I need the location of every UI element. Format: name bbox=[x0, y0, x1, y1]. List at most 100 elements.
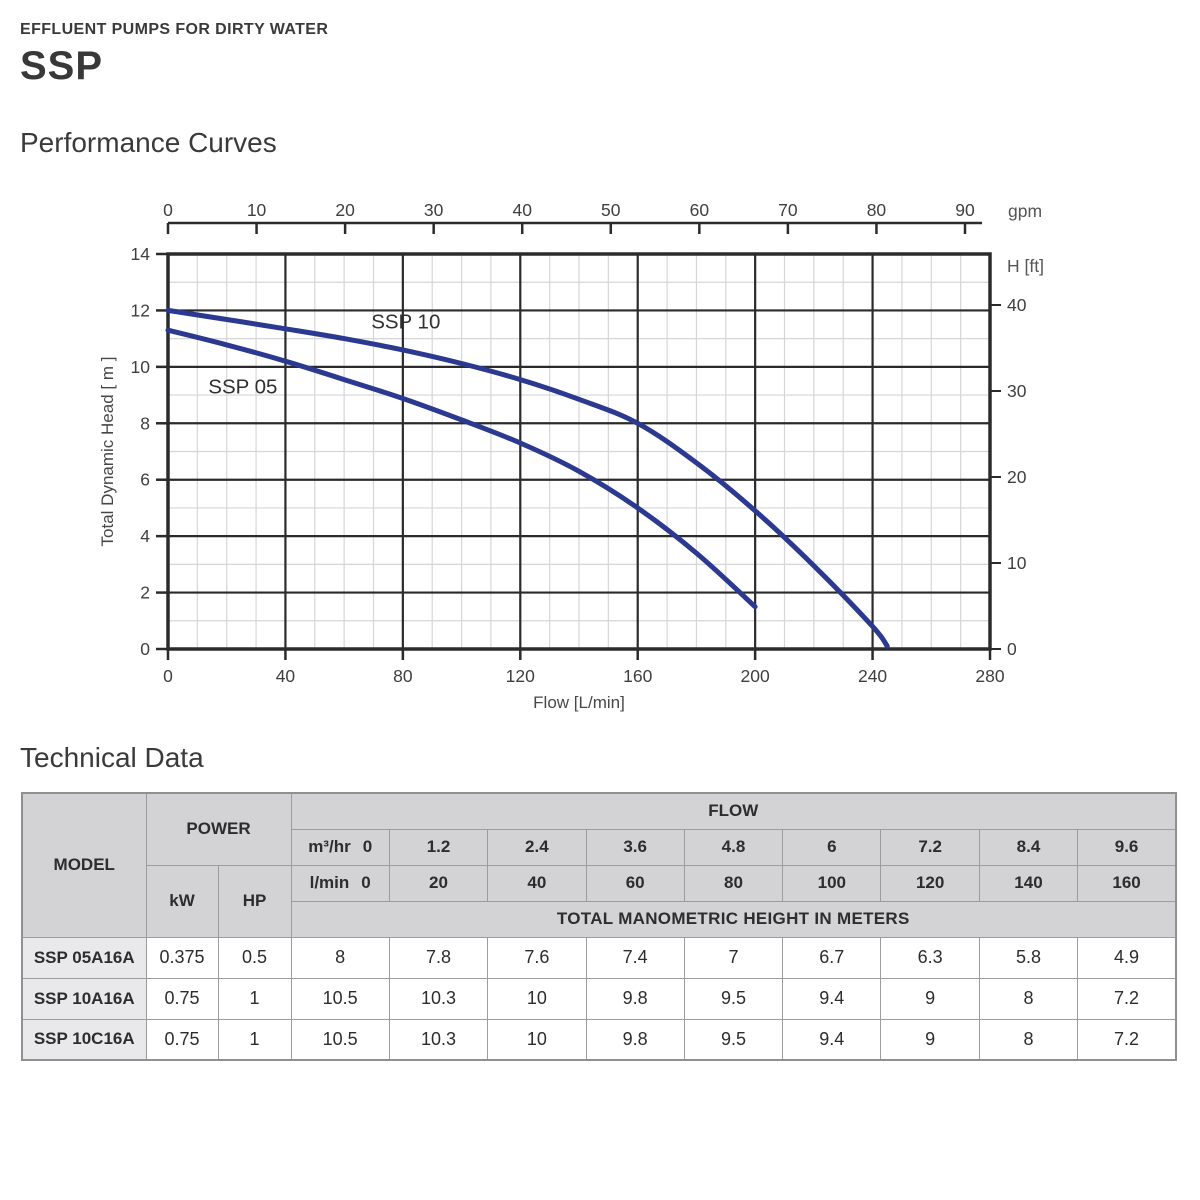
gpm-axis-tick-label: 80 bbox=[867, 200, 887, 220]
hp-value-cell: 1 bbox=[217, 977, 292, 1020]
y-axis-tick-label: 8 bbox=[140, 413, 150, 433]
x-axis-tick-label: 0 bbox=[163, 666, 173, 686]
flow-column-header: FLOW bbox=[290, 792, 1177, 830]
head-value-cell: 10 bbox=[487, 1018, 587, 1061]
head-value-cell: 9.4 bbox=[782, 977, 882, 1020]
curve-ssp-05 bbox=[165, 327, 758, 610]
head-value-cell: 7 bbox=[683, 936, 784, 979]
hp-column-header: HP bbox=[217, 864, 292, 938]
performance-curves-heading: Performance Curves bbox=[20, 127, 277, 158]
head-value-cell: 5.8 bbox=[978, 936, 1079, 979]
y-axis-tick-label: 12 bbox=[131, 300, 150, 320]
ft-axis-title: H [ft] bbox=[1007, 256, 1044, 276]
head-value-cell: 9.5 bbox=[683, 977, 784, 1020]
x-axis-title: Flow [L/min] bbox=[533, 693, 625, 712]
page-eyebrow: EFFLUENT PUMPS FOR DIRTY WATER bbox=[20, 21, 329, 38]
technical-data-table: MODEL POWER FLOW m³/hr 0 1.2 2.4 3.6 4.8 6 7.2 8.4 9… bbox=[21, 792, 1177, 1061]
x-axis-tick-label: 240 bbox=[858, 666, 887, 686]
head-value-cell: 9 bbox=[880, 977, 980, 1020]
gpm-axis-unit-label: gpm bbox=[1008, 201, 1042, 221]
y-axis-tick-label: 4 bbox=[140, 526, 150, 546]
flow-m3hr-value: 0 bbox=[362, 837, 373, 856]
gpm-axis-tick-label: 70 bbox=[778, 200, 798, 220]
curve-label-ssp-10: SSP 10 bbox=[371, 311, 440, 334]
gpm-axis-tick-label: 30 bbox=[424, 200, 444, 220]
page-title: SSP bbox=[20, 44, 104, 88]
power-column-header: POWER bbox=[145, 792, 292, 866]
head-value-cell: 7.4 bbox=[585, 936, 685, 979]
flow-lmin-value: 60 bbox=[585, 864, 685, 902]
head-value-cell: 10.5 bbox=[290, 977, 390, 1020]
ft-axis-tick-label: 20 bbox=[1007, 467, 1027, 487]
flow-lmin-value: 160 bbox=[1077, 864, 1177, 902]
model-cell: SSP 10C16A bbox=[21, 1018, 147, 1061]
x-axis-tick-label: 160 bbox=[623, 666, 652, 686]
gpm-axis-tick-label: 0 bbox=[163, 200, 173, 220]
flow-m3hr-value: 1.2 bbox=[388, 828, 489, 866]
flow-lmin-value: 140 bbox=[978, 864, 1079, 902]
hp-value-cell: 1 bbox=[217, 1018, 292, 1061]
head-value-cell: 6.7 bbox=[782, 936, 882, 979]
x-axis-tick-label: 40 bbox=[276, 666, 296, 686]
flow-lmin-value: 40 bbox=[487, 864, 587, 902]
head-value-cell: 6.3 bbox=[880, 936, 980, 979]
model-cell: SSP 05A16A bbox=[21, 936, 147, 979]
ft-axis-tick-label: 40 bbox=[1007, 295, 1027, 315]
gpm-axis-tick-label: 60 bbox=[690, 200, 710, 220]
x-axis-tick-label: 200 bbox=[741, 666, 770, 686]
flow-m3hr-value: 2.4 bbox=[487, 828, 587, 866]
lmin-unit-label: l/min bbox=[309, 873, 350, 892]
kw-value-cell: 0.75 bbox=[145, 977, 219, 1020]
flow-lmin-value: 0 bbox=[361, 873, 371, 892]
head-value-cell: 7.6 bbox=[487, 936, 587, 979]
flow-lmin-value: 120 bbox=[880, 864, 980, 902]
flow-m3hr-unit-cell: m³/hr 0 bbox=[290, 828, 390, 866]
ft-axis-tick-label: 30 bbox=[1007, 381, 1027, 401]
ft-axis-tick-label: 0 bbox=[1007, 639, 1017, 659]
flow-m3hr-value: 3.6 bbox=[585, 828, 685, 866]
gpm-axis-tick-label: 50 bbox=[601, 200, 621, 220]
head-value-cell: 7.8 bbox=[388, 936, 489, 979]
x-axis-tick-label: 280 bbox=[975, 666, 1004, 686]
ft-axis-tick-label: 10 bbox=[1007, 553, 1027, 573]
head-value-cell: 7.2 bbox=[1077, 977, 1177, 1020]
y-axis-tick-label: 14 bbox=[131, 244, 151, 264]
model-cell: SSP 10A16A bbox=[21, 977, 147, 1020]
head-value-cell: 10.3 bbox=[388, 977, 489, 1020]
flow-lmin-value: 80 bbox=[683, 864, 784, 902]
head-value-cell: 9.8 bbox=[585, 977, 685, 1020]
flow-lmin-unit-cell: l/min 0 bbox=[290, 864, 390, 902]
y-axis-tick-label: 6 bbox=[140, 470, 150, 490]
head-value-cell: 4.9 bbox=[1077, 936, 1177, 979]
y-axis-tick-label: 2 bbox=[140, 583, 150, 603]
curve-ssp-10 bbox=[165, 307, 890, 649]
y-axis-tick-label: 0 bbox=[140, 639, 150, 659]
model-column-header: MODEL bbox=[21, 792, 147, 938]
table-row: SSP 10A16A 0.75 1 10.5 10.3 10 9.8 9.5 9.4 9 8 7.2 bbox=[21, 977, 1177, 1020]
plot-border bbox=[166, 252, 992, 651]
head-value-cell: 8 bbox=[978, 1018, 1079, 1061]
gpm-axis-tick-label: 40 bbox=[512, 200, 532, 220]
gpm-axis-tick-label: 90 bbox=[955, 200, 975, 220]
flow-m3hr-value: 4.8 bbox=[683, 828, 784, 866]
gpm-axis-tick-label: 20 bbox=[335, 200, 355, 220]
head-value-cell: 9.4 bbox=[782, 1018, 882, 1061]
head-value-cell: 9.8 bbox=[585, 1018, 685, 1061]
flow-m3hr-value: 7.2 bbox=[880, 828, 980, 866]
manometric-height-header: TOTAL MANOMETRIC HEIGHT IN METERS bbox=[290, 900, 1177, 938]
flow-m3hr-value: 8.4 bbox=[978, 828, 1079, 866]
m3hr-unit-label: m³/hr bbox=[308, 837, 351, 856]
head-value-cell: 10.5 bbox=[290, 1018, 390, 1061]
technical-data-heading: Technical Data bbox=[20, 742, 204, 773]
gpm-axis-tick-label: 10 bbox=[247, 200, 267, 220]
curve-label-ssp-05: SSP 05 bbox=[208, 376, 277, 399]
flow-lmin-value: 20 bbox=[388, 864, 489, 902]
head-value-cell: 9.5 bbox=[683, 1018, 784, 1061]
head-value-cell: 8 bbox=[978, 977, 1079, 1020]
table-row: SSP 10C16A 0.75 1 10.5 10.3 10 9.8 9.5 9.4 9 8 7.2 bbox=[21, 1018, 1177, 1061]
head-value-cell: 10 bbox=[487, 977, 587, 1020]
y-axis-tick-label: 10 bbox=[131, 357, 151, 377]
kw-value-cell: 0.75 bbox=[145, 1018, 219, 1061]
